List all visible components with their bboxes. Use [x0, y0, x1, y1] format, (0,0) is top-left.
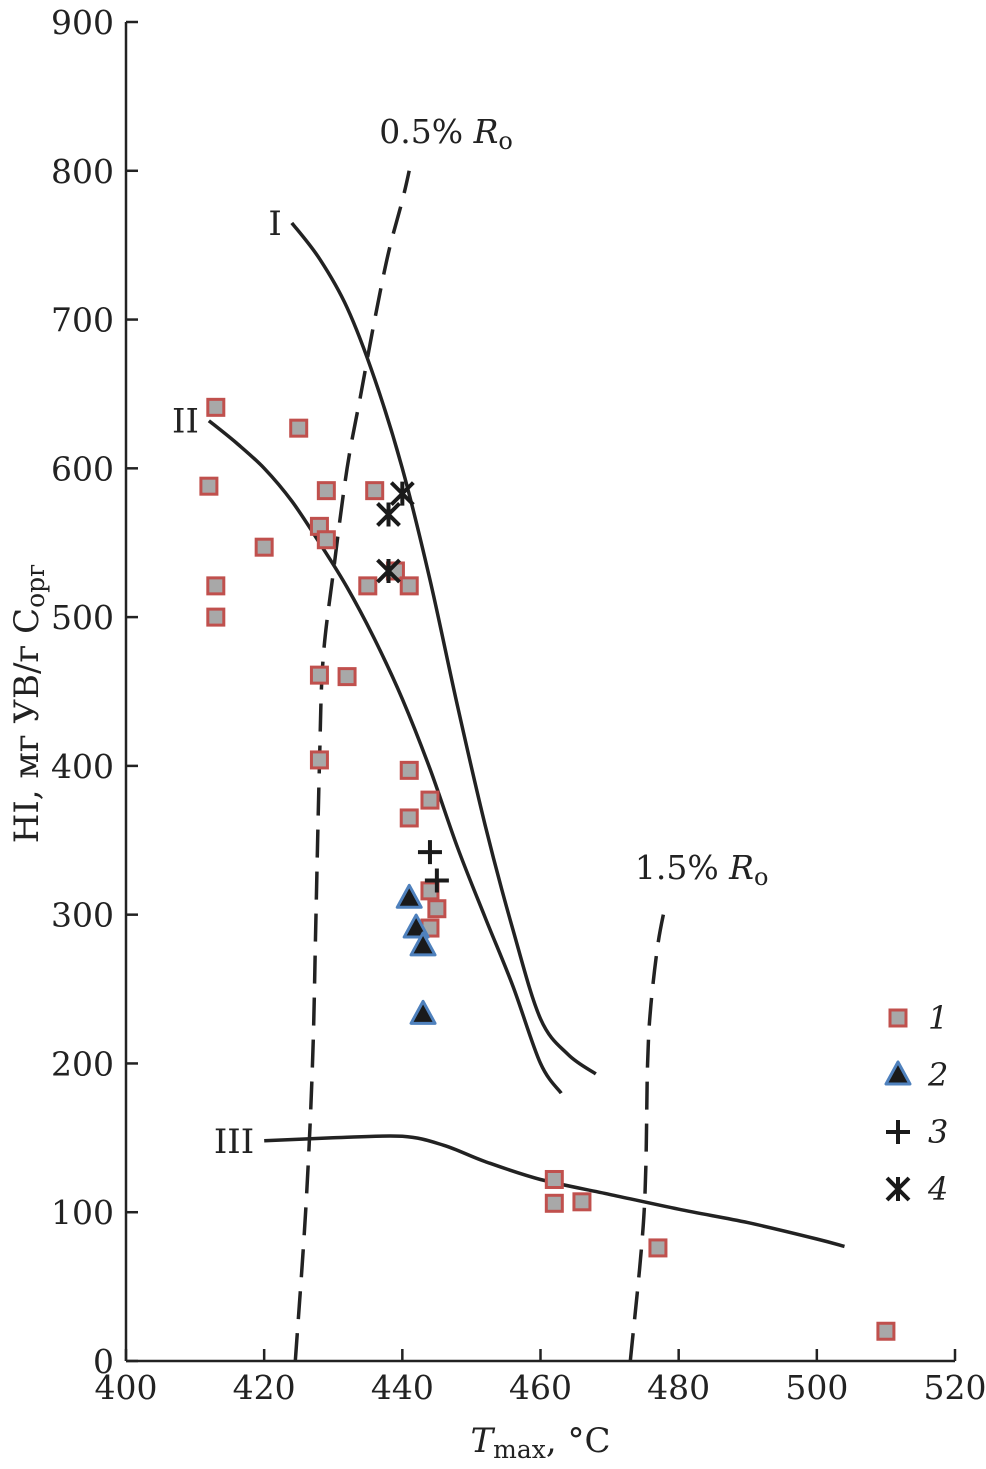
x-tick-label: 500: [785, 1368, 848, 1407]
x-tick-label: 440: [371, 1368, 434, 1407]
point-series-4: [376, 502, 401, 527]
point-series-1: [420, 790, 440, 810]
point-series-1: [206, 397, 226, 417]
y-tick-label: 600: [51, 449, 114, 488]
point-series-1: [544, 1193, 564, 1213]
x-tick-label: 420: [233, 1368, 296, 1407]
legend-marker-2: [884, 1060, 912, 1086]
iso-curve-0.5%: [293, 170, 411, 1362]
point-series-1: [337, 667, 357, 687]
point-series-2: [409, 999, 437, 1025]
legend: 1 2 3 4: [884, 999, 948, 1208]
point-series-1: [309, 665, 329, 685]
point-series-1: [648, 1238, 668, 1258]
y-tick-label: 300: [51, 896, 114, 935]
point-series-1: [544, 1169, 564, 1189]
legend-label-2: 2: [927, 1056, 948, 1094]
point-series-1: [365, 481, 385, 501]
y-tick-label: 200: [51, 1044, 114, 1083]
type-curve-label: II: [172, 402, 199, 442]
legend-label-3: 3: [928, 1113, 948, 1151]
y-tick-label: 400: [51, 747, 114, 786]
point-series-1: [399, 808, 419, 828]
point-series-1: [358, 576, 378, 596]
y-tick-label: 900: [51, 3, 114, 42]
point-series-2: [402, 913, 430, 939]
y-tick-label: 500: [51, 598, 114, 637]
y-tick-label: 700: [51, 301, 114, 340]
type-curve-I: [290, 221, 597, 1076]
y-tick-label: 0: [93, 1342, 114, 1381]
point-series-4: [376, 558, 401, 584]
point-series-1: [206, 607, 226, 627]
legend-marker-4: [885, 1176, 911, 1202]
point-series-3: [417, 840, 442, 865]
point-series-1: [309, 750, 329, 770]
point-series-1: [254, 537, 274, 557]
axes: 400 420 440 460 480 500 520 0 100 200 300 400 500 600…: [51, 3, 986, 1407]
point-series-1: [316, 530, 336, 550]
x-tick-label: 520: [924, 1368, 986, 1407]
y-tick-label: 100: [51, 1193, 114, 1232]
type-curve-label: I: [268, 204, 281, 244]
type-curve-label: III: [214, 1122, 254, 1162]
iso-curve-label: 0.5% Ro: [379, 112, 513, 155]
point-series-1: [399, 760, 419, 780]
iso-curve-label: 1.5% Ro: [635, 848, 769, 891]
axis-labels: Tmax, °C HI, мг УВ/г Сорг: [7, 564, 611, 1464]
point-series-1: [199, 476, 219, 496]
iso-curve-1.5%: [628, 906, 667, 1362]
point-series-2: [395, 883, 423, 909]
point-series-1: [427, 899, 447, 919]
x-tick-label: 460: [509, 1368, 572, 1407]
x-axis-label: Tmax, °C: [470, 1421, 610, 1464]
point-series-4: [389, 481, 415, 507]
point-series-1: [399, 576, 419, 596]
x-tick-label: 480: [647, 1368, 710, 1407]
legend-label-4: 4: [927, 1170, 948, 1208]
point-series-1: [206, 576, 226, 596]
point-series-3: [424, 868, 449, 893]
y-axis-label: HI, мг УВ/г Сорг: [7, 564, 50, 844]
type-curve-II: [207, 419, 563, 1095]
point-series-1: [289, 418, 309, 438]
point-series-1: [876, 1321, 896, 1341]
point-series-2: [409, 931, 437, 957]
point-series-1: [572, 1192, 592, 1212]
legend-label-1: 1: [928, 999, 948, 1037]
point-series-1: [316, 481, 336, 501]
legend-marker-1: [888, 1008, 908, 1028]
vitrinite-reflectance-curves: 0.5% Ro 1.5% Ro: [293, 112, 769, 1362]
data-points: [199, 397, 896, 1341]
x-tick-label: 400: [95, 1368, 158, 1407]
y-tick-label: 800: [51, 152, 114, 191]
legend-marker-3: [886, 1120, 910, 1144]
type-curve-III: [264, 1134, 845, 1249]
